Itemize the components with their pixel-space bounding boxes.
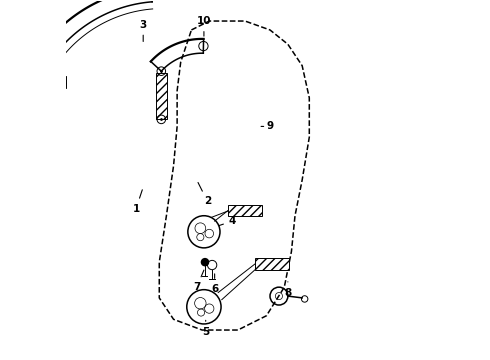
Circle shape [201,258,209,266]
Text: 6: 6 [211,274,218,294]
Text: 8: 8 [284,282,292,297]
Text: 9: 9 [261,121,273,131]
Text: 1: 1 [132,190,142,213]
Text: 4: 4 [219,216,236,226]
Text: 7: 7 [193,270,204,292]
Bar [156,73,167,120]
Text: 10: 10 [196,16,211,36]
Bar [228,204,262,216]
Text: 3: 3 [140,19,147,41]
Text: 5: 5 [202,320,209,337]
Bar [255,258,289,270]
Bar [30,76,66,88]
Text: 2: 2 [198,183,211,206]
